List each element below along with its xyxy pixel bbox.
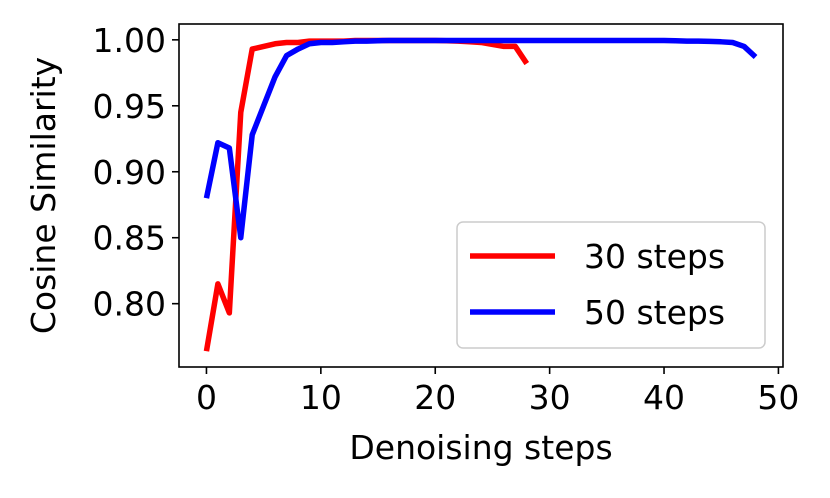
y-tick-label: 0.85 (93, 219, 166, 258)
x-tick-label: 40 (643, 378, 685, 417)
x-tick-label: 0 (196, 378, 217, 417)
x-axis-label: Denoising steps (349, 428, 612, 467)
plot-area (203, 37, 758, 352)
x-axis-ticks: 0 10 20 30 40 50 (196, 367, 799, 417)
y-axis-label: Cosine Similarity (24, 57, 63, 334)
y-axis-ticks: 0.80 0.85 0.90 0.95 1.00 (93, 21, 179, 324)
y-tick-label: 0.90 (93, 153, 166, 192)
legend: 30 steps 50 steps (456, 221, 766, 349)
x-tick-label: 50 (757, 378, 799, 417)
y-tick-label: 0.80 (93, 285, 166, 324)
y-tick-label: 1.00 (93, 21, 166, 60)
y-tick-label: 0.95 (93, 87, 166, 126)
legend-label-30-steps: 30 steps (584, 237, 725, 276)
x-tick-label: 20 (414, 378, 456, 417)
legend-label-50-steps: 50 steps (584, 293, 725, 332)
series-line-50-steps (203, 37, 758, 241)
axes-frame (178, 23, 784, 368)
x-tick-label: 30 (529, 378, 571, 417)
x-tick-label: 10 (300, 378, 342, 417)
